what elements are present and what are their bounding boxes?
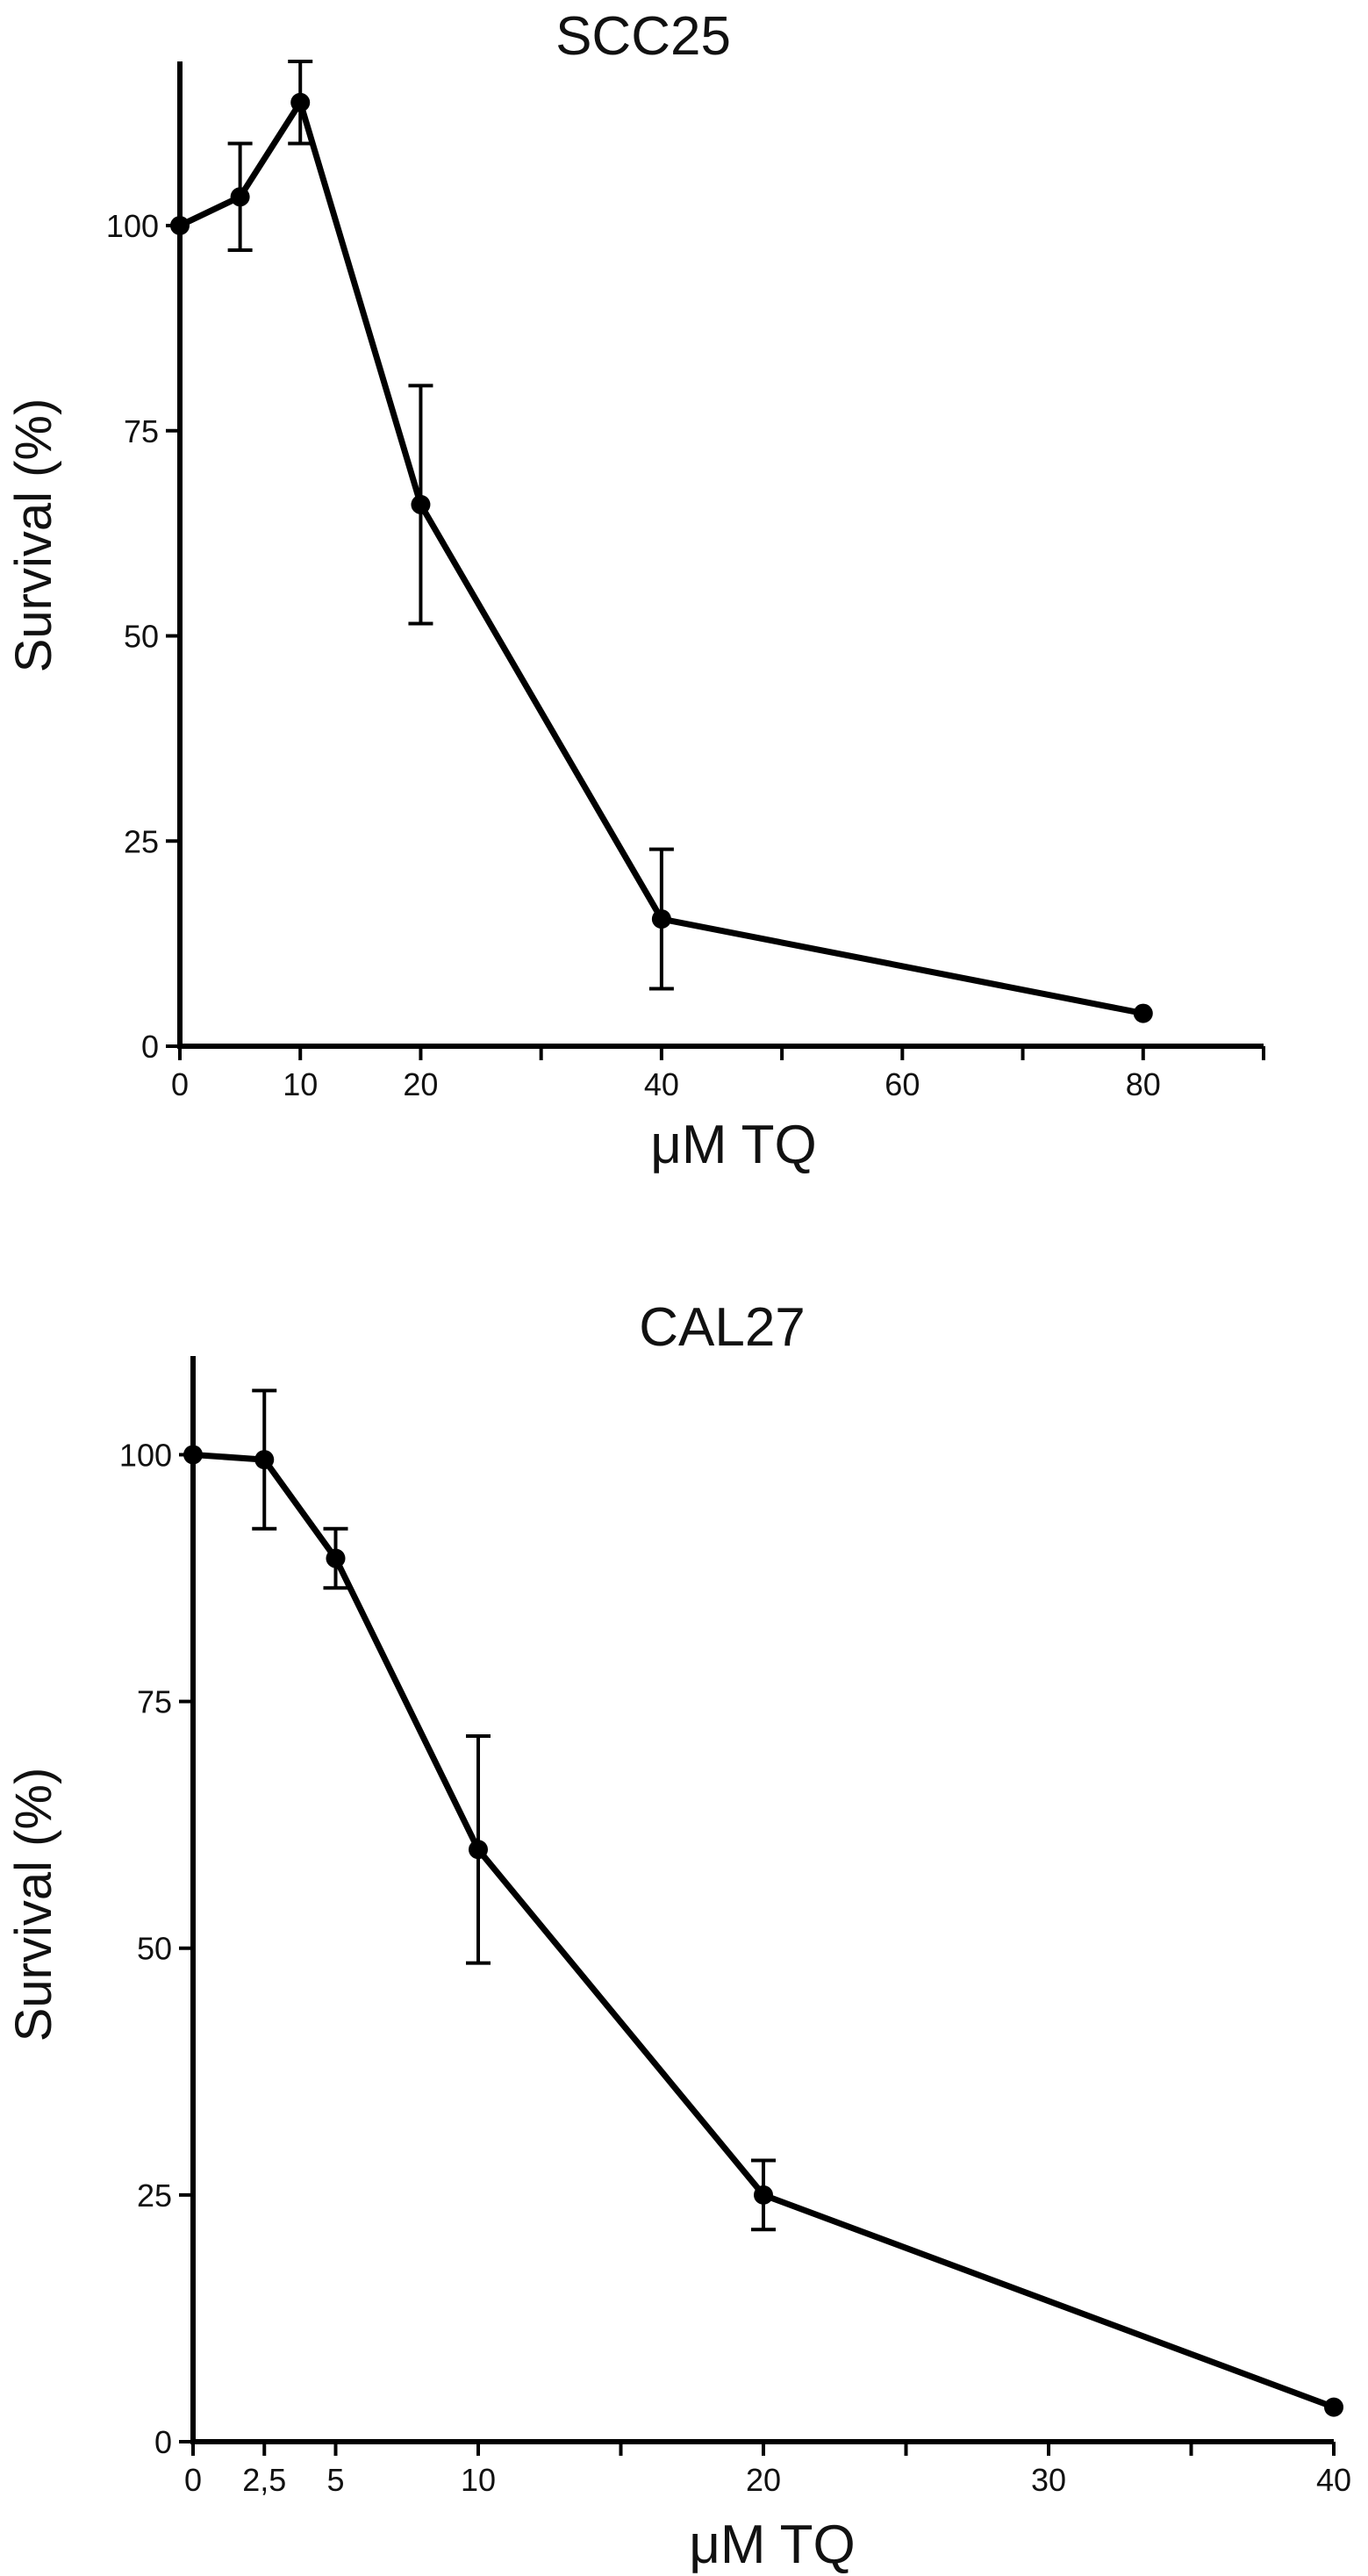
series-line <box>192 1451 1336 2410</box>
y-tick-label: 25 <box>124 823 159 859</box>
x-tick-label: 10 <box>283 1066 318 1102</box>
data-point <box>411 494 431 514</box>
data-point <box>183 1445 203 1465</box>
y-tick-label: 25 <box>137 2178 172 2214</box>
x-axis-label: μM TQ <box>650 1115 817 1175</box>
y-axis-label: Survival (%) <box>5 398 62 673</box>
x-tick-label: 40 <box>1316 2462 1351 2498</box>
chart-panel-scc25: SCC25 Survival (%) μM TQ 0 25 50 75 100 0 10 20… <box>5 6 1265 1175</box>
chart-panel-cal27: CAL27 Survival (%) μM TQ 0 25 50 75 100 0 2,5 5… <box>5 1297 1351 2575</box>
data-point <box>170 216 190 235</box>
y-tick-label: 50 <box>137 1931 172 1967</box>
x-tick-label: 0 <box>171 1066 189 1102</box>
y-tick-label: 100 <box>106 208 159 244</box>
data-point <box>1133 1003 1153 1023</box>
data-point <box>1324 2397 1343 2417</box>
x-tick-label: 20 <box>403 1066 438 1102</box>
x-tick-label: 2,5 <box>242 2462 286 2498</box>
y-axis-label: Survival (%) <box>5 1768 62 2042</box>
y-tick-label: 0 <box>154 2424 172 2460</box>
x-tick-label: 30 <box>1031 2462 1066 2498</box>
data-point <box>254 1450 275 1470</box>
y-tick-label: 75 <box>137 1684 172 1720</box>
x-tick-label: 40 <box>644 1066 679 1102</box>
x-tick-label: 80 <box>1126 1066 1161 1102</box>
y-tick-label: 100 <box>119 1437 172 1473</box>
data-point <box>290 92 311 112</box>
data-point <box>469 1840 488 1860</box>
series-line <box>178 99 1144 1017</box>
x-tick-label: 5 <box>326 2462 344 2498</box>
data-point <box>326 1548 346 1568</box>
y-tick-label: 75 <box>124 413 159 449</box>
chart-title: SCC25 <box>555 6 731 67</box>
y-tick-label: 50 <box>124 619 159 655</box>
x-tick-label: 60 <box>885 1066 920 1102</box>
data-point <box>651 909 671 929</box>
data-point <box>754 2185 773 2205</box>
x-tick-label: 20 <box>746 2462 781 2498</box>
x-tick-label: 0 <box>184 2462 202 2498</box>
data-point <box>230 187 250 207</box>
y-tick-label: 0 <box>141 1029 159 1065</box>
chart-title: CAL27 <box>639 1297 806 1358</box>
x-tick-label: 10 <box>461 2462 496 2498</box>
x-axis-label: μM TQ <box>689 2515 856 2575</box>
